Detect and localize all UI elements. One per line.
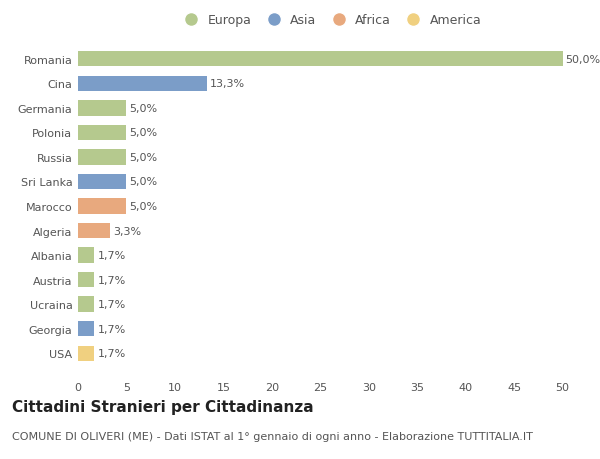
Text: 5,0%: 5,0% — [130, 153, 157, 162]
Bar — [78, 150, 127, 165]
Bar — [78, 224, 110, 239]
Text: 13,3%: 13,3% — [210, 79, 245, 89]
Text: Cittadini Stranieri per Cittadinanza: Cittadini Stranieri per Cittadinanza — [12, 399, 314, 414]
Text: 1,7%: 1,7% — [97, 251, 125, 260]
Bar — [78, 297, 94, 312]
Bar — [78, 174, 127, 190]
Text: 5,0%: 5,0% — [130, 177, 157, 187]
Bar — [78, 126, 127, 141]
Text: 5,0%: 5,0% — [130, 202, 157, 212]
Legend: Europa, Asia, Africa, America: Europa, Asia, Africa, America — [173, 9, 487, 32]
Bar — [78, 199, 127, 214]
Text: 3,3%: 3,3% — [113, 226, 141, 236]
Text: 5,0%: 5,0% — [130, 128, 157, 138]
Text: COMUNE DI OLIVERI (ME) - Dati ISTAT al 1° gennaio di ogni anno - Elaborazione TU: COMUNE DI OLIVERI (ME) - Dati ISTAT al 1… — [12, 431, 533, 442]
Bar — [78, 101, 127, 116]
Text: 1,7%: 1,7% — [97, 299, 125, 309]
Bar — [78, 346, 94, 361]
Bar — [78, 272, 94, 287]
Bar — [78, 321, 94, 336]
Bar — [78, 52, 563, 67]
Text: 1,7%: 1,7% — [97, 324, 125, 334]
Text: 1,7%: 1,7% — [97, 275, 125, 285]
Text: 50,0%: 50,0% — [566, 55, 600, 65]
Text: 1,7%: 1,7% — [97, 348, 125, 358]
Text: 5,0%: 5,0% — [130, 104, 157, 114]
Bar — [78, 77, 207, 92]
Bar — [78, 248, 94, 263]
